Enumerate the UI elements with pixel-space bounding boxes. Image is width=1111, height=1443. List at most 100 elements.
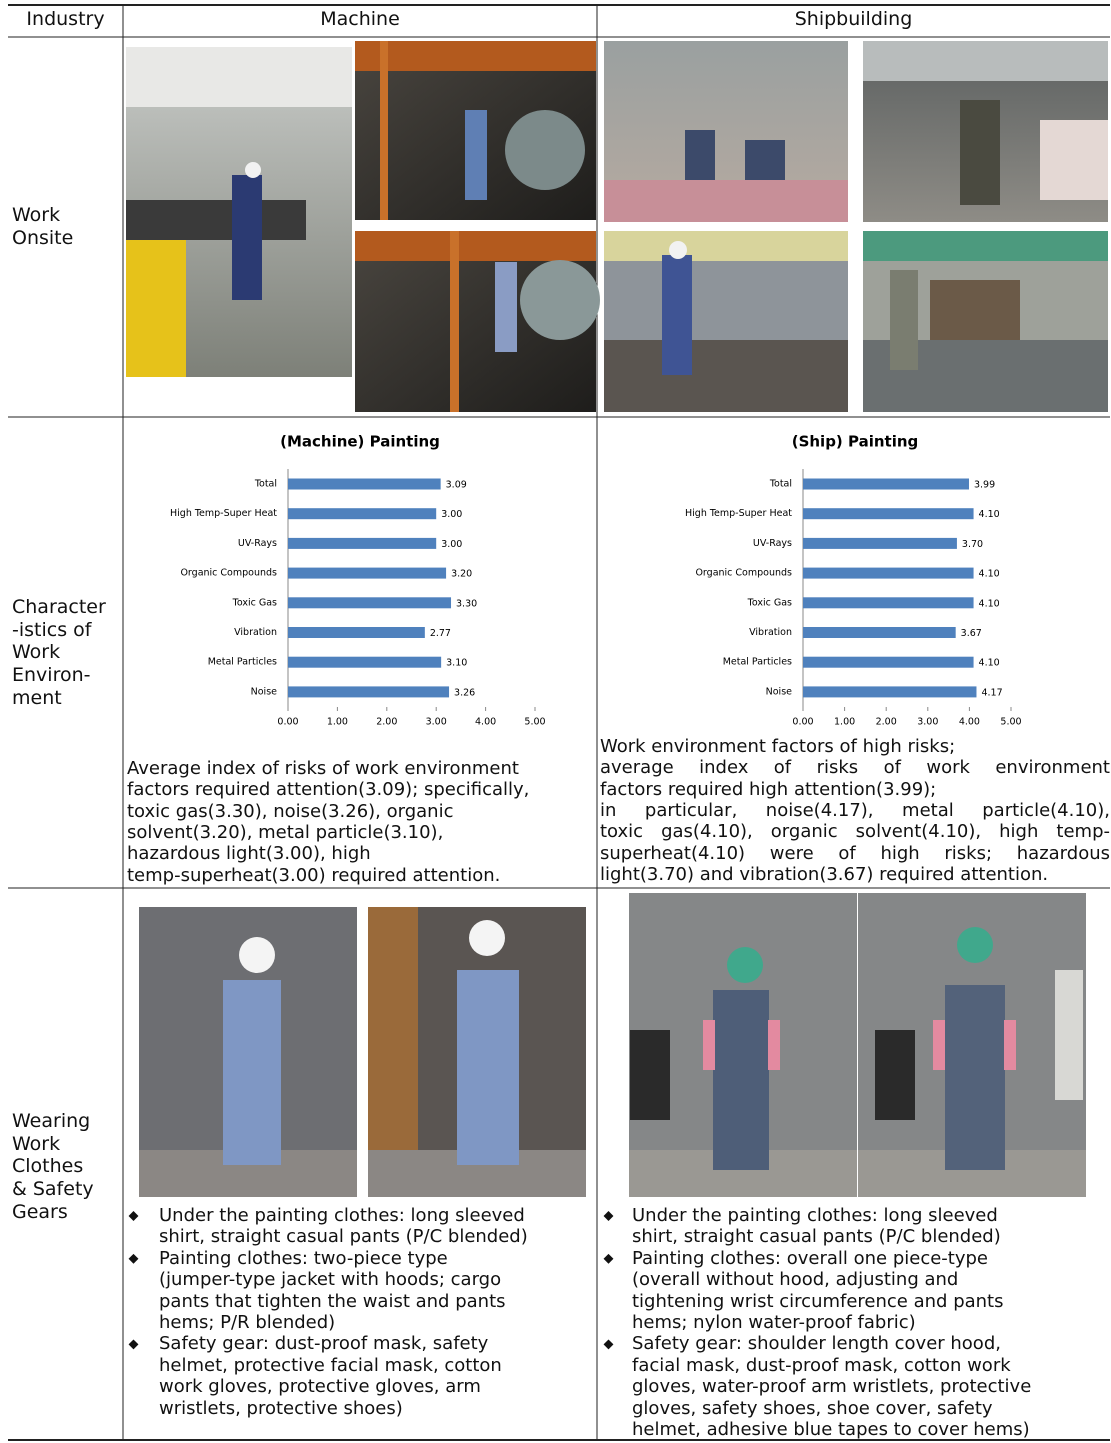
header-cell: Shipbuilding [794,8,913,30]
bar [803,567,974,579]
value-label: 3.30 [456,598,477,609]
photo [355,231,600,412]
category-label: High Temp-Super Heat [685,508,792,519]
row-label: Character [12,596,106,618]
value-label: 3.26 [454,687,475,698]
description-line: Average index of risks of work environme… [127,758,519,779]
row-label: Gears [12,1200,68,1223]
value-label: 4.10 [979,658,1000,669]
x-tick-label: 3.00 [426,717,447,728]
bullet-line: Painting clothes: overall one piece-type [632,1247,989,1269]
bullet-line: wristlets, protective shoes) [159,1397,403,1419]
category-label: Organic Compounds [180,568,277,579]
category-label: Vibration [749,627,792,638]
bullet-line: Under the painting clothes: long sleeved [159,1205,525,1226]
bullet-line: helmet, protective facial mask, cotton [159,1354,502,1376]
category-label: UV-Rays [753,538,792,549]
bar [803,597,974,609]
description-line: toxic gas(3.30), noise(3.26), organic [127,800,454,822]
row-label: Work [12,204,61,226]
value-label: 4.10 [979,509,1000,520]
x-tick-label: 2.00 [376,717,397,728]
value-label: 4.10 [979,598,1000,609]
bar [803,508,974,520]
category-label: Total [769,479,792,490]
bullet-marker [603,1253,614,1264]
bullet-line: Safety gear: shoulder length cover hood, [632,1333,1001,1355]
description-line: Work environment factors of high risks; [600,736,956,757]
photo [629,893,857,1197]
category-label: Total [254,479,277,490]
category-label: UV-Rays [238,538,277,549]
x-tick-label: 2.00 [876,717,897,728]
description-line: hazardous light(3.00), high [127,843,371,865]
bullet-line: shirt, straight casual pants (P/C blende… [159,1226,528,1248]
bullet-line: tightening wrist circumference and pants [632,1290,1004,1312]
bullet-line: gloves, water-proof arm wristlets, prote… [632,1376,1032,1398]
x-tick-label: 3.00 [917,717,938,728]
category-label: Noise [766,686,793,697]
value-label: 3.00 [441,509,462,520]
x-tick-label: 0.00 [792,717,813,728]
value-label: 3.67 [961,628,982,639]
category-label: Noise [251,686,278,697]
value-label: 3.70 [962,539,983,550]
row-label: & Safety [12,1178,94,1201]
bar [803,478,969,490]
bullet-marker [128,1339,139,1350]
value-label: 3.09 [446,480,467,491]
bullet-line: Painting clothes: two-piece type [159,1247,448,1269]
bullet-line: hems; P/R blended) [159,1312,336,1333]
photo [604,231,848,412]
bar [288,508,437,520]
photo [126,47,352,377]
value-label: 2.77 [430,628,451,639]
row-label: Onsite [12,226,74,249]
bullet-line: helmet, adhesive blue tapes to cover hem… [632,1419,1030,1440]
header-cell: Machine [320,8,400,30]
bullet-marker [603,1211,614,1221]
bar [288,478,441,490]
bullet-line: pants that tighten the waist and pants [159,1290,506,1312]
value-label: 3.99 [974,480,995,491]
description-line: temp-superheat(3.00) required attention. [127,864,501,886]
row-label: Environ- [12,664,91,687]
photo [863,231,1108,412]
x-tick-label: 4.00 [475,717,496,728]
bullet-line: facial mask, dust-proof mask, cotton wor… [632,1354,1011,1376]
bar [803,627,956,638]
x-tick-label: 0.00 [277,717,298,728]
category-label: Organic Compounds [695,568,792,579]
photo [139,907,357,1197]
table-rules [8,4,1110,1441]
bullet-line: gloves, safety shoes, shoe cover, safety [632,1397,993,1419]
row-label: Work [12,1132,61,1155]
category-label: Toxic Gas [747,597,792,608]
bullet-marker [128,1211,139,1221]
category-label: High Temp-Super Heat [170,508,277,519]
description-line: light(3.70) and vibration(3.67) required… [600,863,1049,885]
row-label: -istics of [12,618,92,641]
bullet-line: work gloves, protective gloves, arm [159,1376,481,1398]
description-line: factors required high attention(3.99); [600,778,937,800]
bullet-line: (overall without hood, adjusting and [632,1269,959,1291]
bullet-line: (jumper-type jacket with hoods; cargo [159,1269,502,1291]
description-line: toxic gas(4.10), organic solvent(4.10), … [600,821,1110,843]
row-label: ment [12,686,62,709]
bullet-line: shirt, straight casual pants (P/C blende… [632,1226,1001,1248]
row-label: Wearing [12,1110,91,1132]
value-label: 3.00 [441,539,462,550]
bullet-line: hems; nylon water-proof fabric) [632,1312,916,1333]
photo [863,41,1108,222]
category-label: Metal Particles [208,657,277,668]
photo [858,893,1086,1197]
row-label: Clothes [12,1155,84,1178]
category-label: Metal Particles [723,657,792,668]
bar [288,537,437,549]
photo [355,41,596,220]
x-tick-label: 5.00 [1000,717,1021,728]
bullet-line: Under the painting clothes: long sleeved [632,1205,998,1226]
description-line: solvent(3.20), metal particle(3.10), [127,821,444,843]
